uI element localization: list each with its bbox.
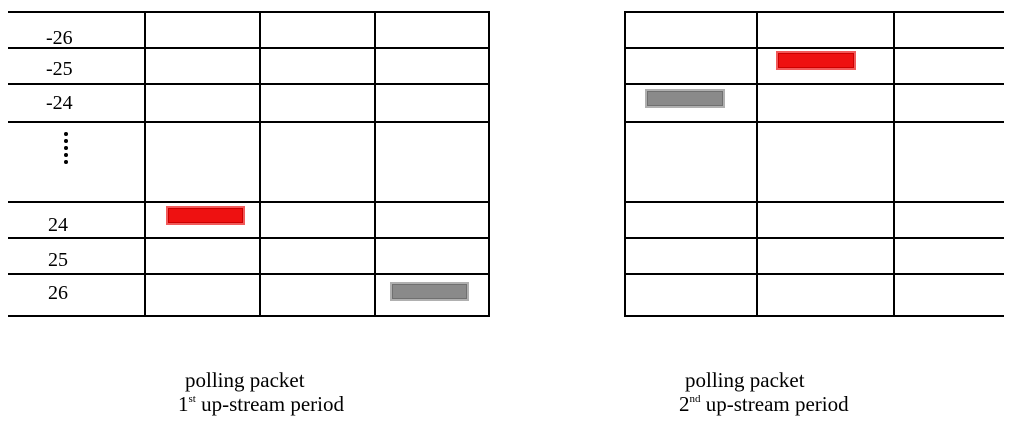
grid-line bbox=[624, 315, 1004, 317]
grid-line bbox=[8, 237, 490, 239]
grid-line bbox=[8, 201, 490, 203]
grid-line bbox=[8, 47, 490, 49]
caption-line-2: 1st up-stream period bbox=[178, 392, 344, 416]
right-schedule-grid bbox=[500, 0, 1020, 330]
grid-line bbox=[756, 11, 758, 317]
left-schedule-grid: -26 -25 -24 24 25 26 bbox=[0, 0, 500, 330]
row-label: 24 bbox=[48, 214, 68, 236]
grid-line bbox=[893, 11, 895, 317]
grid-line bbox=[8, 273, 490, 275]
grid-line bbox=[8, 83, 490, 85]
ellipsis-dots bbox=[63, 132, 69, 167]
grid-line bbox=[624, 11, 1004, 13]
row-label: 25 bbox=[48, 249, 68, 271]
caption-line-1: polling packet bbox=[685, 368, 805, 392]
grid-line bbox=[624, 237, 1004, 239]
caption-second-period: polling packet 2nd up-stream period bbox=[679, 368, 849, 416]
row-label: -24 bbox=[46, 92, 73, 114]
grid-line bbox=[144, 11, 146, 317]
grid-line bbox=[488, 11, 490, 317]
grid-line bbox=[624, 273, 1004, 275]
grid-line bbox=[624, 11, 626, 317]
grid-line bbox=[374, 11, 376, 317]
grid-line bbox=[624, 121, 1004, 123]
row-label: 26 bbox=[48, 282, 68, 304]
polling-packet-block bbox=[776, 51, 856, 70]
row-label: -26 bbox=[46, 27, 73, 49]
grid-line bbox=[8, 121, 490, 123]
grid-line bbox=[259, 11, 261, 317]
data-packet-block bbox=[390, 282, 469, 301]
row-label: -25 bbox=[46, 58, 73, 80]
grid-line bbox=[8, 315, 490, 317]
grid-line bbox=[624, 201, 1004, 203]
data-packet-block bbox=[645, 89, 725, 108]
caption-line-1: polling packet bbox=[185, 368, 305, 392]
grid-line bbox=[624, 83, 1004, 85]
grid-line bbox=[8, 11, 490, 13]
polling-packet-block bbox=[166, 206, 245, 225]
caption-first-period: polling packet 1st up-stream period bbox=[178, 368, 344, 416]
caption-line-2: 2nd up-stream period bbox=[679, 392, 849, 416]
grid-line bbox=[624, 47, 1004, 49]
